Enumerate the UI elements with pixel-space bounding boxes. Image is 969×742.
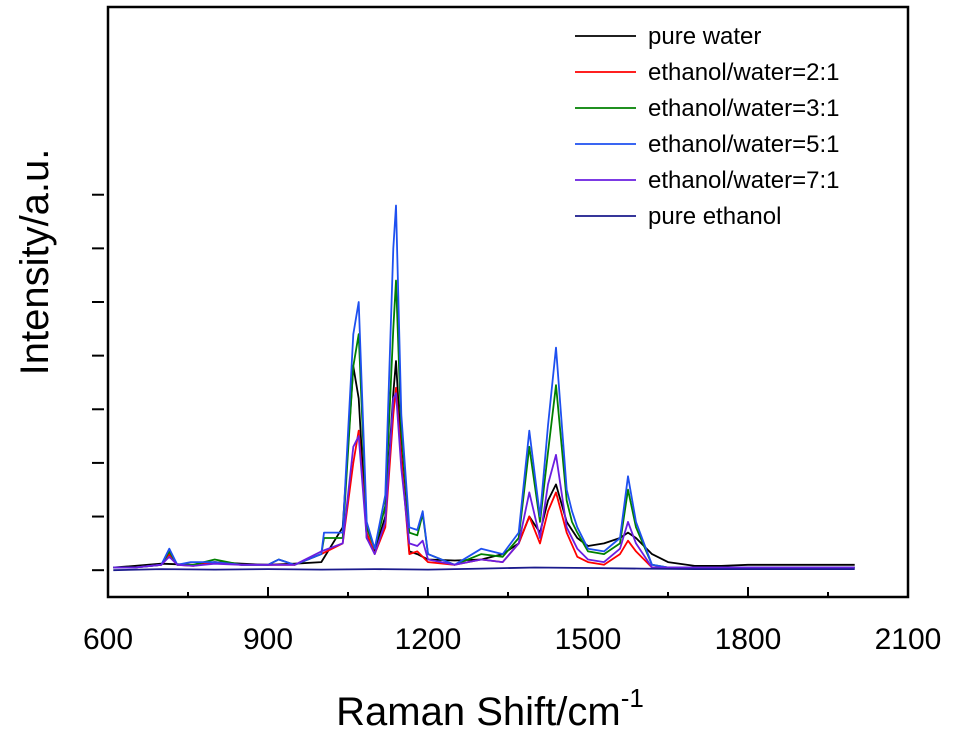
series-line	[113, 204, 855, 569]
x-axis-title: Raman Shift/cm-1	[336, 683, 644, 734]
series-line	[113, 386, 855, 569]
y-axis-ticks	[92, 193, 104, 572]
x-tick-label: 1200	[395, 623, 462, 656]
series-layer	[113, 204, 855, 572]
series-line	[113, 392, 855, 569]
legend-label: ethanol/water=2:1	[648, 59, 839, 86]
x-tick-label: 900	[243, 623, 293, 656]
legend-label: ethanol/water=7:1	[648, 167, 839, 194]
x-axis-title-main: Raman Shift/cm	[336, 690, 621, 734]
x-tick-label: 2100	[875, 623, 942, 656]
x-tick-label: 1800	[715, 623, 782, 656]
series-line	[113, 279, 855, 569]
series-line	[113, 566, 855, 572]
y-axis-title: Intensity/a.u.	[13, 149, 57, 376]
x-tick-label: 600	[83, 623, 133, 656]
legend: pure water ethanol/water=2:1 ethanol/water…	[575, 23, 839, 230]
x-axis-title-superscript: -1	[621, 683, 644, 713]
legend-label: pure water	[648, 23, 761, 50]
legend-label: ethanol/water=5:1	[648, 131, 839, 158]
legend-label: ethanol/water=3:1	[648, 95, 839, 122]
x-tick-label: 1500	[555, 623, 622, 656]
x-axis-ticks: 600 900 1200 1500 1800 2100	[83, 587, 941, 656]
legend-label: pure ethanol	[648, 203, 781, 230]
series-line	[113, 360, 855, 569]
